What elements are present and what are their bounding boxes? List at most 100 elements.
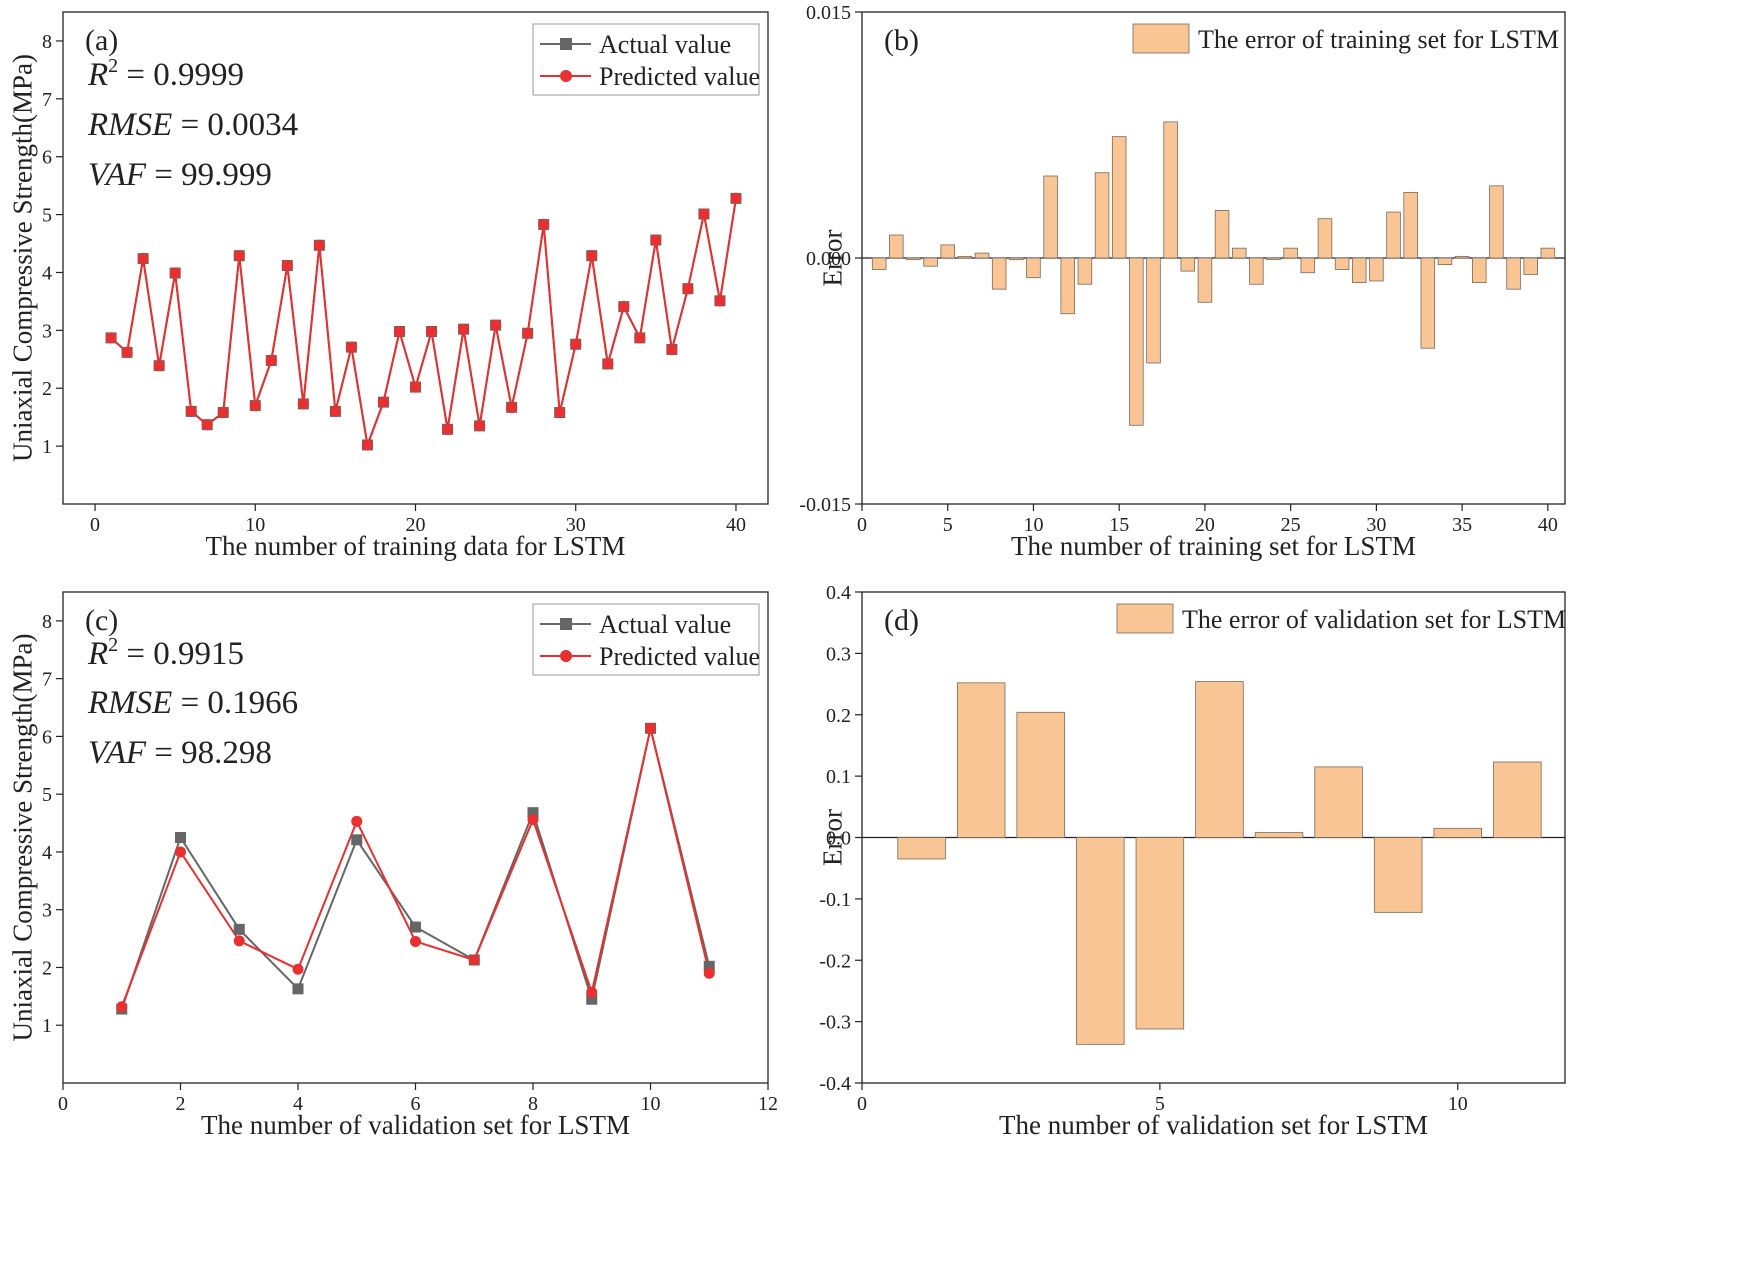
predicted-point: [703, 967, 715, 979]
predicted-point: [506, 401, 518, 413]
x-axis-label: The number of validation set for LSTM: [201, 1110, 630, 1140]
error-bar: [1249, 257, 1264, 285]
predicted-point: [426, 326, 438, 338]
y-tick-label: -0.2: [819, 950, 851, 972]
x-tick-label: 20: [1195, 514, 1215, 536]
y-tick-label: 1: [42, 436, 52, 458]
y-tick-label: -0.4: [819, 1073, 851, 1095]
y-tick-label: 6: [42, 726, 52, 748]
legend-swatch: [1132, 23, 1190, 54]
error-bar: [1135, 837, 1185, 1030]
predicted-point: [175, 846, 186, 858]
predicted-point: [345, 341, 357, 353]
x-tick-label: 40: [726, 514, 746, 536]
y-tick-label: 0.2: [826, 705, 851, 727]
y-axis-label: Error: [817, 230, 847, 287]
y-tick-label: 1: [42, 1015, 52, 1037]
x-axis-label: The number of training set for LSTM: [1011, 531, 1416, 561]
error-bar: [991, 257, 1007, 290]
predicted-point: [121, 346, 133, 358]
x-tick-label: 0: [857, 1093, 867, 1115]
x-tick-label: 20: [406, 514, 426, 536]
predicted-point: [169, 267, 181, 279]
error-bar: [1129, 257, 1144, 426]
error-bar: [956, 682, 1006, 838]
predicted-point: [570, 338, 582, 350]
y-tick-label: 0.4: [826, 582, 851, 604]
y-tick-label: 7: [42, 669, 52, 691]
x-tick-label: 4: [293, 1093, 303, 1115]
x-tick-label: 12: [758, 1093, 778, 1115]
predicted-point: [634, 332, 646, 344]
error-bar: [1266, 257, 1281, 261]
error-bar: [1351, 257, 1367, 284]
y-tick-label: 8: [42, 611, 52, 633]
error-bar: [1254, 832, 1304, 838]
y-axis-label: Uniaxial Compressive Strength(MPa): [7, 634, 37, 1042]
error-bar: [1300, 257, 1316, 274]
actual-point: [233, 923, 245, 935]
panel-b: 0 5 10 15 20 25 30 35 40 -0.015 0.000 0.015 The numb…: [799, 2, 1566, 561]
error-bar: [1334, 257, 1350, 270]
legend-entry-error: The error of validation set for LSTM: [1182, 605, 1566, 634]
x-tick-label: 10: [1448, 1093, 1468, 1115]
legend-marker: [560, 650, 572, 662]
predicted-point: [137, 253, 149, 265]
predicted-point: [217, 407, 229, 419]
error-bar: [1060, 257, 1076, 315]
error-bar: [1472, 257, 1487, 284]
x-tick-label: 0: [58, 1093, 68, 1115]
legend-entry-actual: Actual value: [599, 610, 731, 639]
predicted-point: [410, 381, 421, 393]
predicted-point: [602, 358, 614, 370]
x-axis-label: The number of training data for LSTM: [206, 531, 626, 561]
metric-r: R2 = 0.9999: [87, 55, 244, 93]
x-tick-label: 2: [176, 1093, 186, 1115]
error-bar: [940, 244, 955, 259]
predicted-point: [645, 722, 656, 734]
y-tick-label: 5: [42, 784, 52, 806]
error-bar: [1076, 837, 1125, 1045]
error-bar: [1016, 711, 1065, 838]
legend-entry-predicted: Predicted value: [599, 642, 760, 671]
error-bar: [1163, 121, 1178, 259]
metric-vaf: VAF = 98.298: [88, 735, 272, 771]
predicted-point: [586, 986, 598, 998]
actual-point: [292, 983, 304, 995]
error-bar: [1195, 681, 1244, 838]
predicted-point: [313, 239, 325, 251]
actual-point: [351, 834, 363, 846]
error-bar: [1317, 218, 1333, 259]
error-bar: [1043, 175, 1058, 259]
actual-point: [410, 921, 421, 933]
error-bar: [1437, 257, 1453, 265]
predicted-point: [714, 295, 726, 307]
error-bar: [1094, 172, 1110, 259]
predicted-point: [361, 439, 373, 451]
predicted-point: [522, 327, 534, 339]
x-axis-label: The number of validation set for LSTM: [999, 1110, 1428, 1140]
y-tick-label: 0.0: [826, 828, 851, 850]
error-bar: [1214, 210, 1230, 259]
error-bar: [906, 257, 921, 261]
error-bar: [1386, 211, 1401, 259]
legend-entry-predicted: Predicted value: [599, 62, 760, 91]
error-bar: [1373, 837, 1423, 913]
x-tick-label: 30: [1366, 514, 1386, 536]
predicted-point: [233, 935, 245, 947]
predicted-point: [468, 954, 480, 966]
x-tick-label: 5: [1155, 1093, 1165, 1115]
predicted-point: [292, 963, 304, 975]
y-tick-label: 4: [42, 842, 52, 864]
x-tick-label: 0: [857, 514, 867, 536]
error-bar: [1197, 257, 1213, 303]
x-tick-label: 25: [1281, 514, 1301, 536]
predicted-point: [554, 407, 566, 419]
y-tick-label: 2: [42, 957, 52, 979]
predicted-point: [153, 360, 165, 372]
x-tick-label: 8: [528, 1093, 538, 1115]
error-bar: [871, 257, 887, 270]
metric-rmse: RMSE = 0.0034: [87, 107, 298, 143]
predicted-point: [698, 208, 710, 220]
